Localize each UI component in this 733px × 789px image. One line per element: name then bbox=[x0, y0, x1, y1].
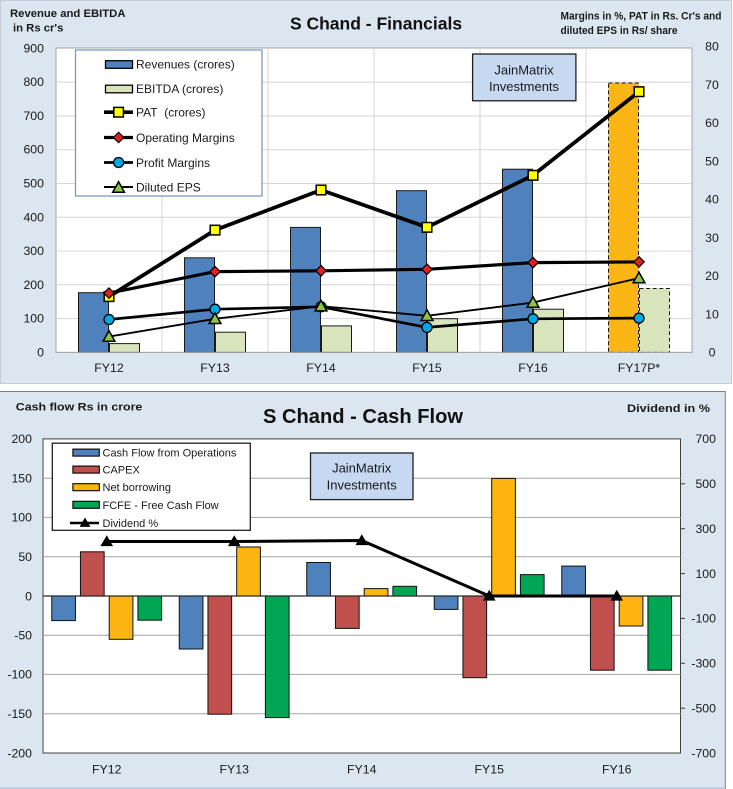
svg-text:0: 0 bbox=[37, 346, 44, 360]
svg-text:300: 300 bbox=[695, 522, 716, 536]
svg-text:Revenues (crores): Revenues (crores) bbox=[136, 58, 235, 72]
svg-text:FY13: FY13 bbox=[220, 763, 250, 777]
svg-text:500: 500 bbox=[695, 477, 716, 491]
svg-text:-200: -200 bbox=[7, 746, 32, 760]
svg-text:Dividend %: Dividend % bbox=[103, 518, 159, 530]
svg-text:FY16: FY16 bbox=[602, 763, 632, 777]
svg-text:50: 50 bbox=[705, 155, 719, 169]
svg-text:FY15: FY15 bbox=[412, 361, 442, 375]
svg-text:400: 400 bbox=[23, 210, 44, 224]
svg-text:FY15: FY15 bbox=[475, 763, 505, 777]
svg-text:20: 20 bbox=[705, 269, 719, 283]
svg-text:200: 200 bbox=[11, 432, 32, 446]
svg-text:-150: -150 bbox=[7, 707, 32, 721]
svg-text:FY13: FY13 bbox=[200, 361, 230, 375]
svg-text:800: 800 bbox=[23, 75, 44, 89]
svg-text:FCFE - Free Cash Flow: FCFE - Free Cash Flow bbox=[103, 500, 219, 512]
svg-text:-300: -300 bbox=[691, 657, 716, 671]
svg-text:FY17P*: FY17P* bbox=[618, 361, 661, 375]
svg-text:-500: -500 bbox=[691, 702, 716, 716]
svg-text:700: 700 bbox=[23, 109, 44, 123]
svg-text:Diluted EPS: Diluted EPS bbox=[136, 181, 201, 195]
svg-text:600: 600 bbox=[23, 143, 44, 157]
svg-text:Profit Margins: Profit Margins bbox=[136, 156, 210, 170]
svg-text:-100: -100 bbox=[7, 668, 32, 682]
svg-text:JainMatrix: JainMatrix bbox=[494, 63, 554, 78]
svg-text:150: 150 bbox=[11, 472, 32, 486]
svg-text:900: 900 bbox=[23, 41, 44, 55]
svg-text:100: 100 bbox=[11, 511, 32, 525]
svg-text:Cash Flow from Operations: Cash Flow from Operations bbox=[103, 448, 237, 460]
svg-text:60: 60 bbox=[705, 116, 719, 130]
svg-text:-700: -700 bbox=[691, 746, 716, 760]
svg-text:70: 70 bbox=[705, 78, 719, 92]
svg-text:30: 30 bbox=[705, 231, 719, 245]
svg-text:Dividend in %: Dividend in % bbox=[627, 403, 710, 415]
svg-text:Investments: Investments bbox=[489, 79, 560, 94]
svg-text:0: 0 bbox=[25, 589, 32, 603]
svg-text:300: 300 bbox=[23, 244, 44, 258]
svg-text:FY14: FY14 bbox=[347, 763, 377, 777]
svg-text:FY12: FY12 bbox=[94, 361, 124, 375]
svg-text:EBITDA (crores): EBITDA (crores) bbox=[136, 82, 223, 96]
svg-text:diluted EPS in Rs/ share: diluted EPS in Rs/ share bbox=[561, 25, 678, 37]
svg-text:FY14: FY14 bbox=[306, 361, 336, 375]
svg-text:Investments: Investments bbox=[327, 478, 398, 493]
svg-text:10: 10 bbox=[705, 307, 719, 321]
svg-text:Net borrowing: Net borrowing bbox=[103, 482, 171, 494]
svg-text:100: 100 bbox=[23, 312, 44, 326]
svg-text:CAPEX: CAPEX bbox=[103, 465, 141, 477]
svg-text:700: 700 bbox=[695, 432, 716, 446]
svg-text:Operating Margins: Operating Margins bbox=[136, 131, 235, 145]
svg-text:Cash flow Rs in crore: Cash flow Rs in crore bbox=[16, 402, 142, 414]
svg-text:-50: -50 bbox=[14, 629, 32, 643]
svg-text:FY16: FY16 bbox=[518, 361, 548, 375]
svg-text:FY12: FY12 bbox=[92, 763, 122, 777]
svg-text:Revenue and EBITDA: Revenue and EBITDA bbox=[10, 8, 126, 20]
svg-text:500: 500 bbox=[23, 177, 44, 191]
svg-text:200: 200 bbox=[23, 278, 44, 292]
svg-text:100: 100 bbox=[695, 567, 716, 581]
svg-text:0: 0 bbox=[709, 346, 716, 360]
svg-text:40: 40 bbox=[705, 193, 719, 207]
svg-text:S Chand - Financials: S Chand - Financials bbox=[290, 13, 462, 33]
svg-text:50: 50 bbox=[18, 550, 32, 564]
svg-text:JainMatrix: JainMatrix bbox=[332, 461, 392, 476]
svg-text:80: 80 bbox=[705, 40, 719, 54]
svg-text:-100: -100 bbox=[691, 612, 716, 626]
svg-text:Margins in %, PAT in Rs. Cr's: Margins in %, PAT in Rs. Cr's and bbox=[561, 11, 722, 23]
svg-text:in Rs cr's: in Rs cr's bbox=[13, 23, 63, 35]
svg-text:S Chand - Cash Flow: S Chand - Cash Flow bbox=[263, 406, 463, 428]
svg-text:PAT (crores): PAT (crores) bbox=[136, 106, 206, 120]
